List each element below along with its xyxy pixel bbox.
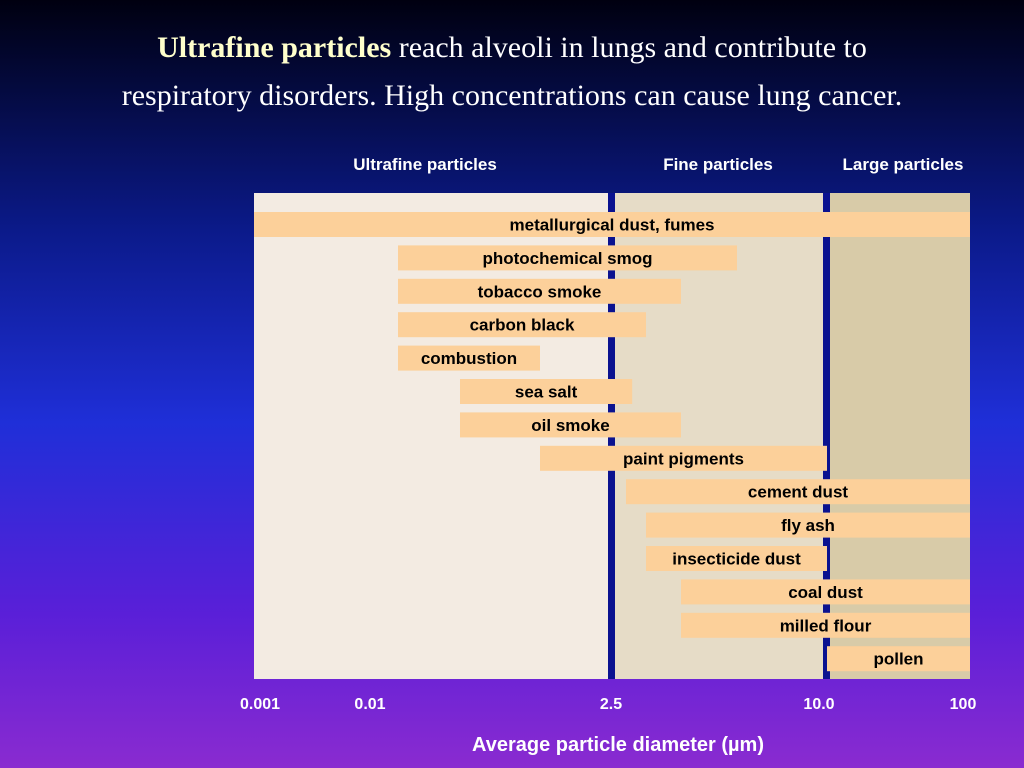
bar-label: oil smoke bbox=[531, 416, 609, 435]
bar-label: paint pigments bbox=[623, 449, 744, 468]
x-tick-label: 100 bbox=[949, 696, 977, 713]
bar-fly-ash bbox=[646, 512, 970, 538]
region-label-large: Large particles bbox=[842, 155, 964, 174]
bar-coal-dust bbox=[681, 579, 970, 605]
slide-title: Ultrafine particles reach alveoli in lun… bbox=[0, 24, 1024, 120]
region-label-fine: Fine particles bbox=[663, 155, 773, 174]
bar-label: insecticide dust bbox=[672, 550, 801, 569]
bar-combustion bbox=[398, 345, 540, 371]
x-tick-label: 10.0 bbox=[803, 696, 835, 713]
bar-oil-smoke bbox=[460, 412, 681, 438]
region-label-ultrafine: Ultrafine particles bbox=[353, 155, 497, 174]
bar-pollen bbox=[827, 646, 970, 672]
x-axis-label: Average particle diameter (µm) bbox=[471, 734, 765, 756]
bar-cement-dust bbox=[626, 479, 970, 505]
x-tick-label: 2.5 bbox=[599, 696, 623, 713]
bar-label: fly ash bbox=[781, 516, 835, 535]
bar-label: metallurgical dust, fumes bbox=[510, 216, 715, 235]
bar-label: sea salt bbox=[515, 383, 578, 402]
bar-label: coal dust bbox=[788, 583, 863, 602]
bar-label: photochemical smog bbox=[482, 249, 652, 268]
bar-label: pollen bbox=[873, 650, 923, 669]
bar-carbon-black bbox=[398, 312, 646, 338]
title-line2: respiratory disorders. High concentratio… bbox=[121, 79, 903, 112]
bar-label: tobacco smoke bbox=[478, 282, 602, 301]
x-tick-label: 0.001 bbox=[239, 696, 281, 713]
bar-paint-pigments bbox=[540, 445, 827, 471]
region-divider bbox=[823, 193, 830, 679]
bar-milled-flour bbox=[681, 612, 970, 638]
bar-label: cement dust bbox=[748, 483, 848, 502]
bar-label: milled flour bbox=[780, 616, 872, 635]
bar-photochemical-smog bbox=[398, 245, 737, 271]
title-line1-rest: reach alveoli in lungs and contribute to bbox=[391, 31, 867, 64]
bar-tobacco-smoke bbox=[398, 278, 681, 304]
bar-sea-salt bbox=[460, 379, 633, 404]
x-tick-label: 0.01 bbox=[354, 696, 386, 713]
bar-metallurgical-dust-fumes bbox=[254, 212, 970, 237]
bar-insecticide-dust bbox=[646, 546, 827, 571]
bar-label: carbon black bbox=[470, 316, 575, 335]
title-highlight: Ultrafine particles bbox=[157, 31, 392, 64]
region-large bbox=[827, 193, 970, 679]
bar-label: combustion bbox=[421, 349, 517, 368]
